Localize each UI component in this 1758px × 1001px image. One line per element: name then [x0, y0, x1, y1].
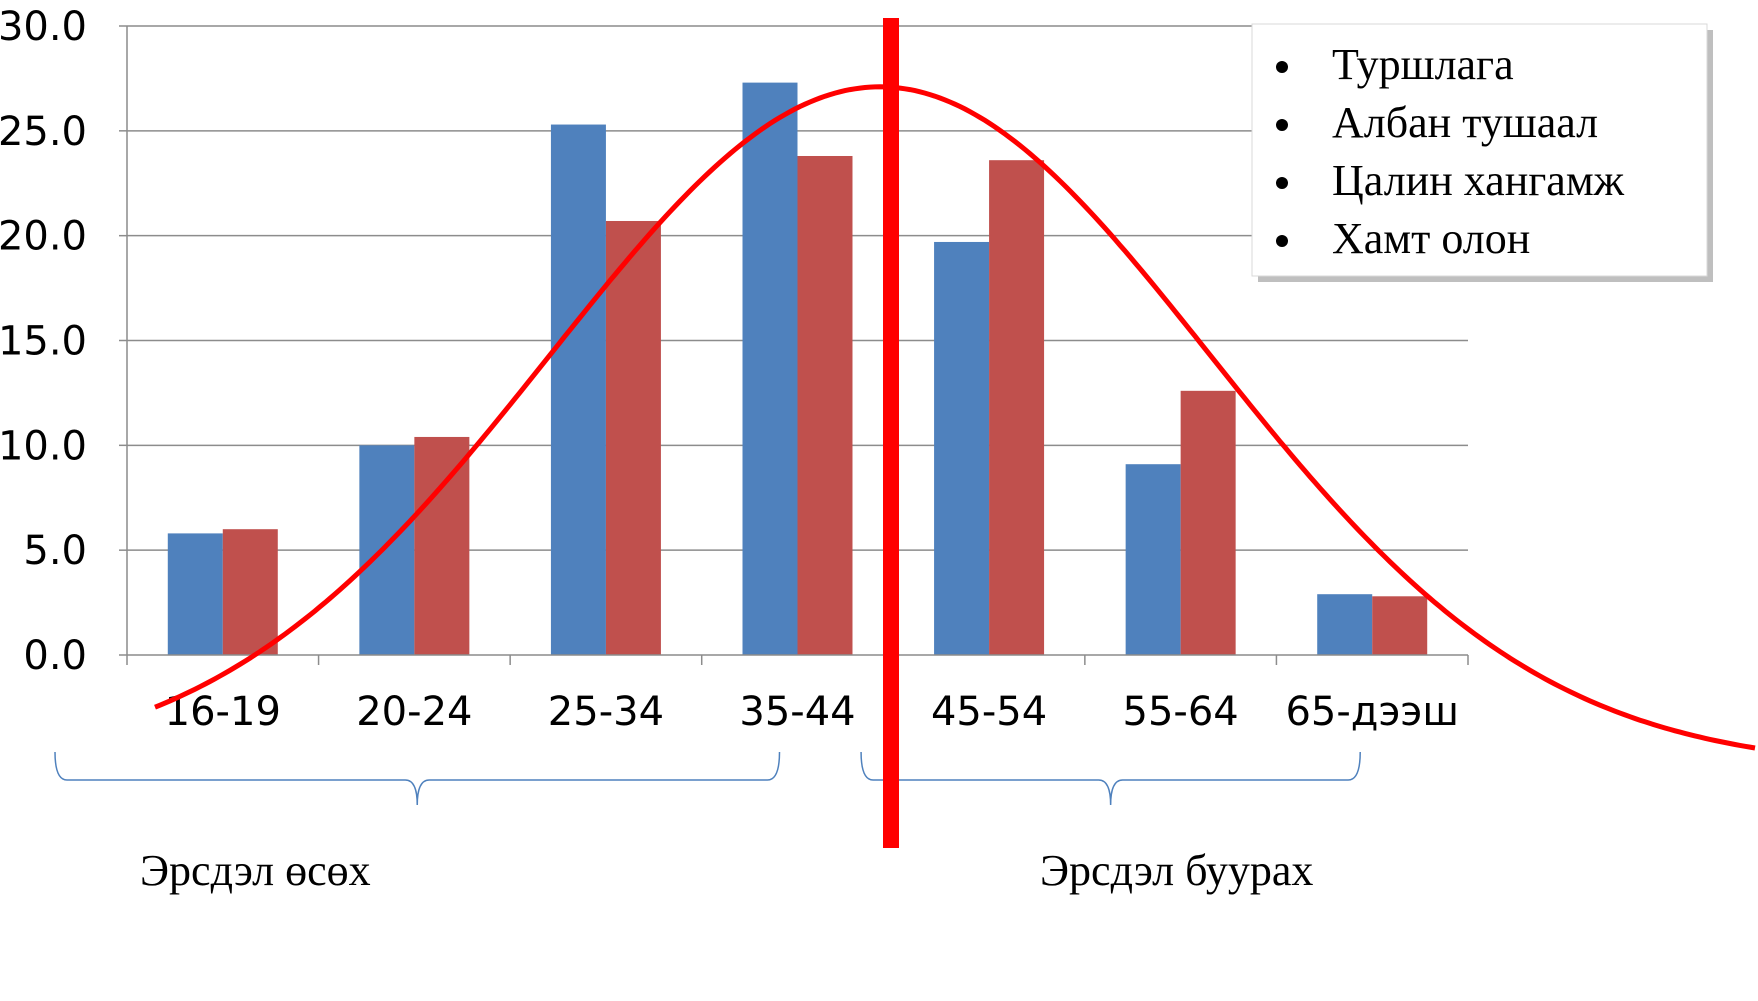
bars [167, 82, 1428, 656]
bell-curve [154, 84, 1756, 751]
bar-red-16-19 [222, 529, 278, 655]
x-tick-label: 55-64 [1123, 689, 1239, 735]
bar-red-20-24 [414, 436, 470, 655]
legend-item: Хамт олон [1332, 214, 1530, 263]
legend-bullet [1276, 61, 1288, 73]
x-axis [126, 26, 1469, 665]
bar-blue-16-19 [167, 533, 223, 655]
bar-blue-45-54 [934, 241, 990, 655]
bar-red-55-64 [1180, 390, 1236, 655]
y-tick-label: 30.0 [0, 4, 87, 50]
x-tick-label: 20-24 [356, 689, 472, 735]
bar-blue-20-24 [359, 445, 415, 655]
legend-box [1251, 23, 1708, 277]
bar-red-65-дээш [1372, 596, 1428, 655]
bar-blue-35-44 [742, 82, 798, 656]
bar-red-35-44 [797, 155, 853, 655]
x-tick-label: 25-34 [548, 689, 664, 735]
y-tick-label: 10.0 [0, 423, 87, 469]
bar-blue-65-дээш [1317, 594, 1373, 655]
legend-item: Цалин хангамж [1332, 156, 1625, 205]
x-tick-label: 35-44 [739, 689, 855, 735]
overlay [154, 18, 1756, 848]
y-tick-label: 25.0 [0, 109, 87, 155]
group-bracket [54, 751, 781, 806]
y-tick-label: 20.0 [0, 214, 87, 260]
divider-line [883, 18, 899, 848]
x-axis-labels: 16-19 20-24 25-34 35-44 45-54 55-64 65-дээш [165, 689, 1459, 735]
legend: Туршлага Албан тушаал Цалин хангамж Хамт ол… [1251, 23, 1713, 282]
y-tick-label: 15.0 [0, 319, 87, 365]
x-tick-label: 65-дээш [1285, 689, 1459, 735]
legend-bullet [1276, 235, 1288, 247]
x-tick-label: 45-54 [931, 689, 1047, 735]
legend-item: Албан тушаал [1332, 98, 1598, 147]
y-tick-label: 0.0 [23, 633, 87, 679]
y-tick-label: 5.0 [23, 528, 87, 574]
group-label: Эрсдэл буурах [1040, 846, 1313, 895]
bar-blue-55-64 [1125, 464, 1181, 655]
legend-bullet [1276, 119, 1288, 131]
legend-item: Туршлага [1332, 40, 1514, 89]
group-bracket [860, 751, 1361, 806]
group-label: Эрсдэл өсөх [140, 846, 371, 895]
bar-red-45-54 [989, 160, 1045, 656]
y-axis-ticks: 0.0 5.0 10.0 15.0 20.0 25.0 30.0 [0, 4, 127, 679]
group-brackets: Эрсдэл өсөх Эрсдэл буурах [54, 751, 1361, 895]
legend-bullet [1276, 177, 1288, 189]
bar-blue-25-34 [550, 124, 606, 655]
bar-red-25-34 [605, 220, 661, 656]
